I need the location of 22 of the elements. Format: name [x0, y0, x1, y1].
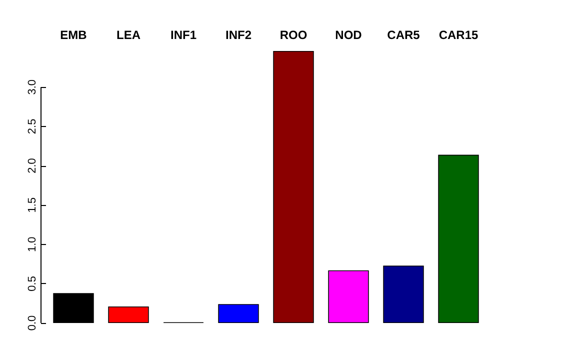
bar [328, 270, 369, 323]
bar [218, 304, 259, 323]
y-tick-label: 0.5 [26, 276, 38, 292]
x-tick-label: NOD [335, 28, 362, 42]
y-tick-label: 3.0 [26, 80, 38, 95]
x-tick-label: INF2 [225, 28, 252, 42]
x-tick-label: EMB [60, 28, 88, 42]
x-tick-label: ROO [280, 28, 308, 42]
y-tick-label: 2.5 [26, 118, 38, 134]
bar [53, 293, 94, 323]
y-tick-label: 2.0 [26, 158, 38, 174]
y-tick-label: 0.0 [26, 315, 38, 331]
x-tick-label: CAR5 [387, 28, 420, 42]
bar [108, 306, 149, 323]
y-tick-label: 1.5 [26, 197, 38, 213]
x-tick-label: CAR15 [438, 28, 478, 42]
x-tick-label: LEA [116, 28, 141, 42]
bar [438, 154, 479, 323]
bar [383, 266, 424, 323]
y-tick-label: 1.0 [26, 236, 38, 252]
x-tick-label: INF1 [170, 28, 197, 42]
bar [273, 51, 314, 323]
